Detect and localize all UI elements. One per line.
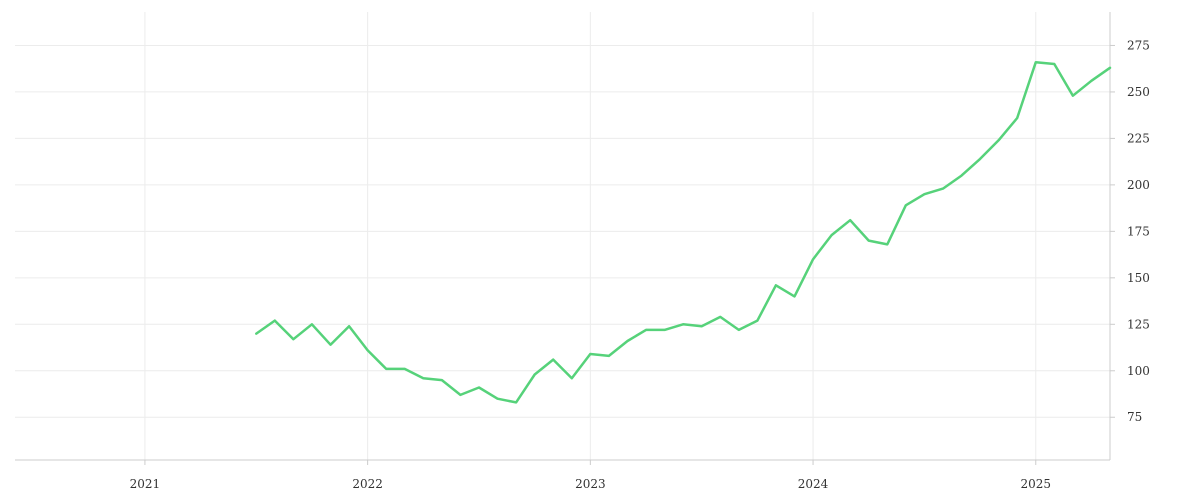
x-tick-label: 2025 bbox=[1020, 477, 1051, 491]
y-tick-label: 275 bbox=[1127, 38, 1150, 52]
y-tick-label: 125 bbox=[1127, 317, 1150, 331]
y-tick-label: 225 bbox=[1127, 131, 1150, 145]
y-tick-label: 250 bbox=[1127, 85, 1150, 99]
y-tick-label: 100 bbox=[1127, 364, 1150, 378]
y-tick-label: 75 bbox=[1127, 410, 1142, 424]
series-line bbox=[255, 60, 1112, 404]
y-gridlines bbox=[15, 44, 1110, 418]
y-axis-ticks: 75 100 125 150 175 200 225 250 275 bbox=[1110, 38, 1150, 424]
x-tick-label: 2023 bbox=[575, 477, 606, 491]
y-tick-label: 200 bbox=[1127, 178, 1150, 192]
y-tick-label: 175 bbox=[1127, 224, 1150, 238]
x-tick-label: 2022 bbox=[352, 477, 383, 491]
x-tick-label: 2021 bbox=[130, 477, 161, 491]
y-tick-label: 150 bbox=[1127, 271, 1150, 285]
x-gridlines bbox=[144, 12, 1037, 460]
x-tick-label: 2024 bbox=[798, 477, 829, 491]
x-axis-ticks: 2021 2022 2023 2024 2025 bbox=[130, 460, 1051, 491]
